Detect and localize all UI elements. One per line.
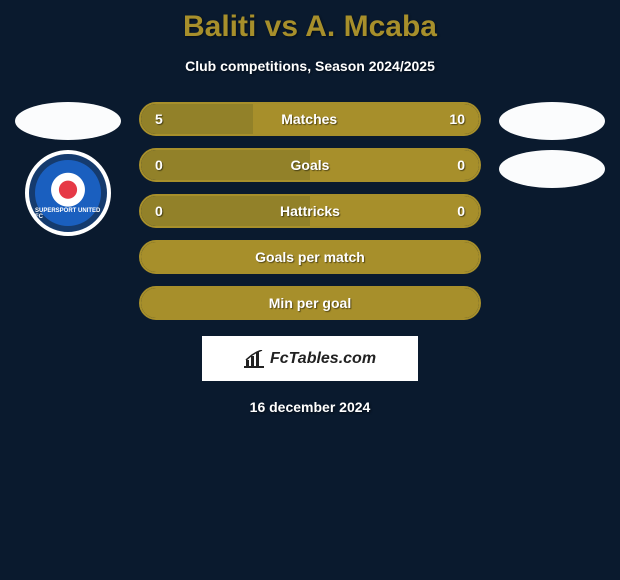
stat-row-min-per-goal: Min per goal	[139, 286, 481, 320]
stat-row-goals-per-match: Goals per match	[139, 240, 481, 274]
stat-row-hattricks: 0Hattricks0	[139, 194, 481, 228]
right-player-col	[499, 102, 605, 320]
fctables-text: FcTables.com	[270, 350, 376, 368]
left-player-col: SUPERSPORT UNITED FC	[15, 102, 121, 320]
stat-value-left: 0	[155, 203, 169, 219]
club-crest-inner: SUPERSPORT UNITED FC	[35, 160, 101, 226]
player-avatar-right	[499, 102, 605, 140]
player-avatar-left	[15, 102, 121, 140]
stat-value-right: 0	[451, 157, 465, 173]
club-crest-right	[499, 150, 605, 188]
fctables-watermark: FcTables.com	[202, 336, 418, 381]
comparison-main: SUPERSPORT UNITED FC 5Matches100Goals00H…	[0, 102, 620, 320]
subtitle: Club competitions, Season 2024/2025	[0, 58, 620, 74]
chart-icon	[244, 350, 264, 368]
stat-label: Goals	[169, 157, 451, 173]
stat-value-right: 10	[449, 111, 465, 127]
club-crest-left: SUPERSPORT UNITED FC	[25, 150, 111, 236]
stat-label: Matches	[169, 111, 449, 127]
page-title: Baliti vs A. Mcaba	[0, 0, 620, 44]
stat-value-left: 0	[155, 157, 169, 173]
stat-row-goals: 0Goals0	[139, 148, 481, 182]
stat-label: Min per goal	[169, 295, 451, 311]
stat-label: Goals per match	[169, 249, 451, 265]
stat-value-right: 0	[451, 203, 465, 219]
stats-column: 5Matches100Goals00Hattricks0Goals per ma…	[139, 102, 481, 320]
stat-row-matches: 5Matches10	[139, 102, 481, 136]
stat-label: Hattricks	[169, 203, 451, 219]
footer-date: 16 december 2024	[0, 399, 620, 415]
stat-value-left: 5	[155, 111, 169, 127]
